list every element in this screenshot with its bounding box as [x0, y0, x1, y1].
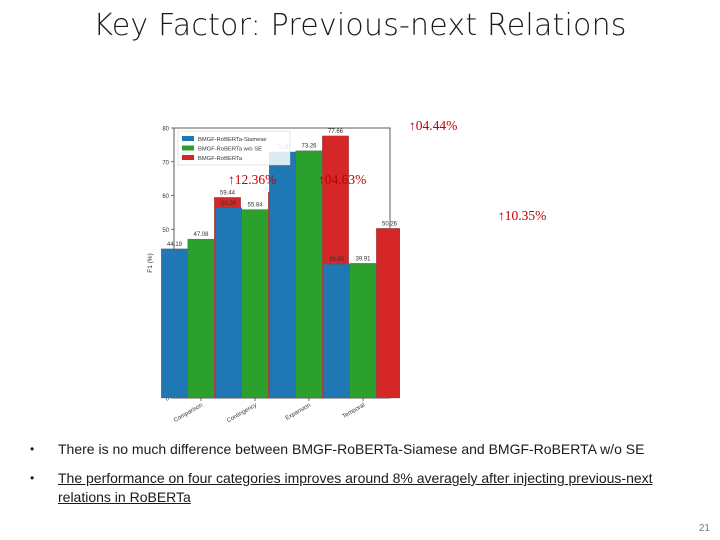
x-tick-label: Comparison	[173, 403, 204, 424]
gain-label-contingency: ↑04.63%	[318, 172, 367, 187]
bar	[215, 207, 242, 399]
bar	[349, 263, 377, 399]
bar-value-label: 59.44	[220, 190, 236, 196]
bullet-text: The performance on four categories impro…	[58, 470, 653, 505]
bullet-dot: •	[30, 442, 35, 456]
legend-swatch	[182, 136, 194, 141]
bar-value-label: 47.08	[193, 232, 209, 238]
y-tick-label: 0	[166, 397, 170, 403]
bullet-dot: •	[30, 471, 35, 485]
bullet-list: • There is no much difference between BM…	[30, 440, 690, 517]
bar	[187, 238, 215, 399]
gain-label-temporal: ↑10.35%	[498, 208, 547, 223]
bar-value-label: 39.65	[329, 257, 345, 263]
y-tick-label: 70	[162, 160, 169, 166]
bar	[269, 151, 296, 399]
legend-label: BMGF-RoBERTa	[198, 156, 243, 162]
legend-label: BMGF-RoBERTa-Siamese	[198, 137, 267, 143]
bullet-item: • The performance on four categories imp…	[30, 469, 690, 507]
gain-label-comparison: ↑12.36%	[228, 172, 277, 187]
bar-value-label: 44.19	[167, 242, 183, 248]
bullet-text: There is no much difference between BMGF…	[58, 441, 645, 457]
x-tick-label: Temporal	[342, 403, 366, 421]
bullet-item: • There is no much difference between BM…	[30, 440, 690, 459]
bar-value-label: 73.26	[301, 144, 317, 150]
y-tick-label: 50	[162, 228, 169, 234]
gain-label-expansion: ↑04.44%	[409, 118, 458, 133]
y-tick-label: 60	[162, 194, 169, 200]
bar	[323, 264, 350, 399]
bar-chart: 01020304050607080F1 (%)44.1947.0859.44Co…	[147, 127, 400, 425]
legend-swatch	[182, 145, 194, 151]
y-tick-label: 80	[162, 127, 169, 133]
legend-box	[177, 130, 291, 166]
bar-value-label: 39.91	[355, 256, 371, 262]
x-tick-label: Expansion	[285, 403, 312, 422]
bar-value-label: 77.66	[328, 129, 344, 135]
bar	[295, 150, 323, 399]
bar-value-label: 56.36	[221, 201, 237, 207]
bar	[376, 228, 400, 399]
bar	[241, 209, 269, 399]
page-number: 21	[698, 523, 710, 534]
bar-value-label: 50.26	[382, 221, 398, 227]
x-tick-label: Contingency	[226, 403, 258, 425]
bar-value-label: 55.84	[247, 203, 263, 209]
legend-label: BMGF-RoBERTa w/o SE	[198, 147, 262, 153]
legend-swatch	[182, 155, 194, 160]
y-axis-label: F1 (%)	[147, 253, 154, 273]
slide-title: Key Factor: Previous-next Relations	[93, 8, 627, 43]
bar	[161, 248, 188, 399]
